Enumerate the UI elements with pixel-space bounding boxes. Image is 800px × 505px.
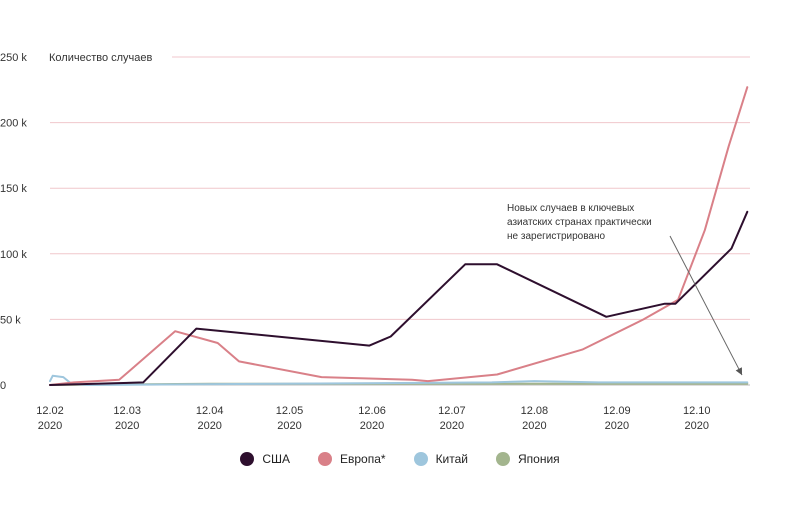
x-tick-label: 12.04: [196, 405, 224, 417]
y-axis-ticks: 0 50 k 100 k 150 k 200 k 250 k: [0, 52, 27, 392]
annotation: Новых случаев в ключевых азиатских стран…: [507, 203, 743, 376]
x-tick-label: 12.02: [36, 405, 64, 417]
y-axis-label: Количество случаев: [49, 52, 153, 64]
x-tick-year: 2020: [685, 420, 709, 432]
x-tick-year: 2020: [522, 420, 546, 432]
x-axis-ticks: 12.02 2020 12.03 2020 12.04 2020 12.05 2020 12.0…: [36, 405, 710, 432]
x-tick-label: 12.08: [521, 405, 549, 417]
x-tick-label: 12.10: [683, 405, 711, 417]
legend-item-china[interactable]: Китай: [413, 452, 468, 466]
legend-item-usa[interactable]: США: [240, 452, 290, 466]
x-tick-year: 2020: [197, 420, 221, 432]
annotation-line-1: Новых случаев в ключевых: [507, 203, 634, 214]
y-tick-label: 0: [0, 380, 6, 392]
legend-swatch-usa: [240, 452, 255, 466]
y-tick-label: 250 k: [0, 52, 27, 64]
annotation-line-3: не зарегистрировано: [507, 231, 606, 242]
x-tick-year: 2020: [115, 420, 139, 432]
y-tick-label: 200 k: [0, 118, 27, 130]
legend-swatch-china: [413, 452, 428, 466]
annotation-arrow-line: [669, 235, 743, 376]
legend-label-china: Китай: [435, 452, 468, 466]
x-tick-label: 12.06: [358, 405, 386, 417]
x-tick-label: 12.07: [438, 405, 466, 417]
gridlines: [50, 56, 750, 386]
y-tick-label: 150 k: [0, 183, 27, 195]
legend-label-japan: Япония: [518, 452, 560, 466]
x-tick-year: 2020: [38, 420, 62, 432]
legend-item-japan[interactable]: Япония: [496, 452, 560, 466]
legend-swatch-europe: [317, 452, 332, 466]
y-tick-label: 100 k: [0, 249, 27, 261]
annotation-line-2: азиатских странах практически: [507, 217, 652, 228]
legend-swatch-japan: [496, 452, 510, 466]
x-tick-year: 2020: [440, 420, 464, 432]
series-line-usa: [49, 210, 749, 386]
x-tick-label: 12.05: [276, 405, 304, 417]
x-tick-label: 12.09: [603, 405, 631, 417]
x-tick-year: 2020: [277, 420, 301, 432]
x-tick-year: 2020: [360, 420, 384, 432]
legend-label-usa: США: [262, 452, 290, 466]
legend: США Европа* Китай Япония: [0, 452, 800, 466]
series-line-china: [49, 374, 749, 386]
series-lines: [49, 86, 749, 386]
legend-label-europe: Европа*: [339, 452, 386, 466]
series-line-europe: [49, 86, 749, 386]
x-tick-year: 2020: [605, 420, 629, 432]
legend-item-europe[interactable]: Европа*: [317, 452, 386, 466]
x-tick-label: 12.03: [113, 405, 141, 417]
annotation-arrow-head: [735, 367, 743, 376]
y-tick-label: 50 k: [0, 314, 21, 326]
